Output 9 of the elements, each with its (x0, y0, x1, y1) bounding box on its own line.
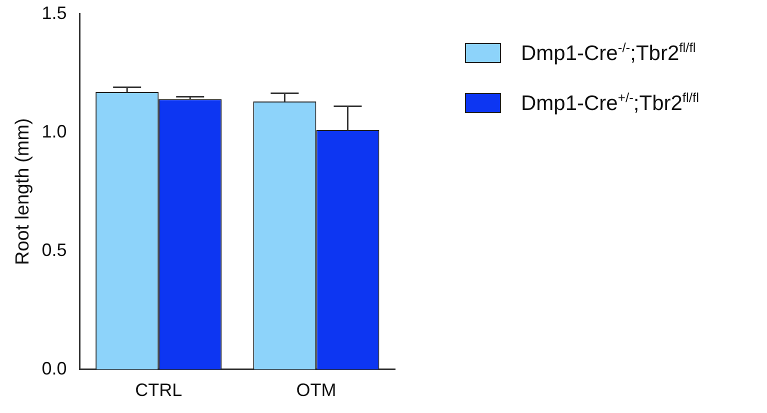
y-tick-label: 1.5 (42, 2, 67, 23)
y-tick-label: 1.0 (42, 121, 67, 142)
y-tick-label: 0.5 (42, 240, 67, 260)
x-tick-label: OTM (296, 380, 336, 400)
y-tick-label: 0.0 (42, 358, 67, 378)
legend-label: Dmp1-Cre$^{-/-}$;Tbr2$^{fl/fl}$ (521, 40, 696, 66)
y-axis-title: Root length (mm) (12, 118, 34, 265)
x-tick-label: CTRL (135, 380, 182, 400)
legend-label: Dmp1-Cre$^{+/-}$;Tbr2$^{fl/fl}$ (521, 90, 700, 116)
